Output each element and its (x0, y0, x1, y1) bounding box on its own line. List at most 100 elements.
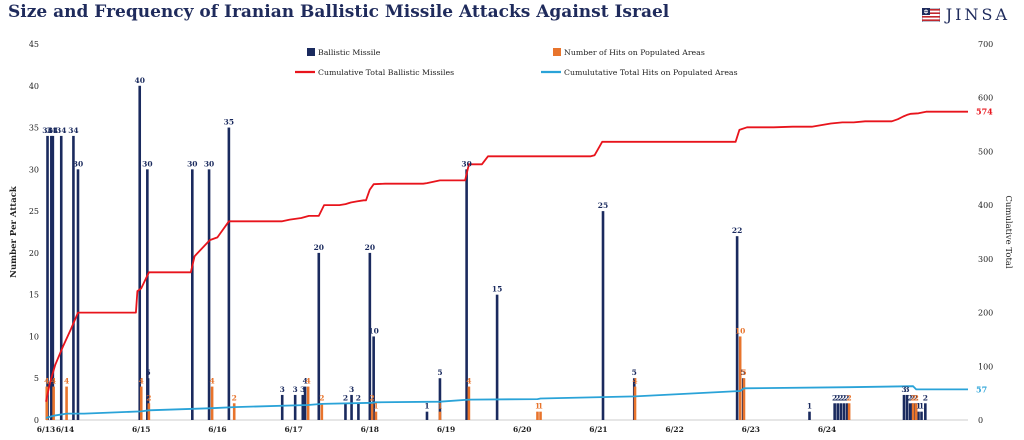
missile-bar (372, 336, 375, 420)
y2-tick-label: 600 (978, 94, 993, 103)
y2-tick-label: 100 (978, 362, 993, 371)
missile-bar-label: 1 (424, 402, 429, 411)
hits-bar (914, 403, 918, 420)
hits-bar (370, 403, 374, 420)
missile-bar (495, 294, 499, 420)
missile-bar-label: 30 (73, 159, 83, 168)
missile-bar-label: 3 (349, 385, 354, 394)
missile-bar-label: 3 (300, 385, 305, 394)
missile-bar (908, 403, 912, 420)
chart-legend: Ballistic Missile Number of Hits on Popul… (295, 48, 738, 77)
hits-bar-label: 10 (735, 326, 745, 335)
missile-bar (905, 394, 909, 420)
y2-tick-label: 700 (978, 40, 993, 49)
hits-bar-label: 4 (632, 377, 637, 386)
missile-bar-label: 3 (293, 385, 298, 394)
missile-bar-label: 5 (741, 368, 746, 377)
missile-bar (280, 394, 284, 420)
missile-bar (902, 394, 906, 420)
hits-bar (742, 378, 746, 420)
cumulative-missiles-line (45, 110, 968, 402)
hits-bar-label: 2 (232, 393, 237, 402)
missile-bar (146, 378, 150, 420)
missile-bar-label: 5 (437, 368, 442, 377)
missile-bar (293, 394, 297, 420)
x-tick-label: 6/23 (742, 425, 760, 434)
bar-series (45, 85, 927, 421)
missile-bar-label: 1 (807, 402, 812, 411)
missile-bar-label: 34 (68, 126, 78, 135)
missile-bar-label: 2 (910, 393, 915, 402)
missile-bar-label: 34 (56, 126, 66, 135)
missile-bar-label: 3 (904, 385, 909, 394)
missile-bar (344, 403, 347, 420)
y-tick-label: 15 (29, 291, 39, 300)
missile-bar-label: 10 (368, 326, 378, 335)
y-tick-label: 10 (29, 332, 39, 341)
hits-bar (52, 386, 55, 420)
missile-bar (842, 403, 846, 420)
x-tick-label: 6/24 (818, 425, 836, 434)
x-tick-label: 6/19 (437, 425, 455, 434)
missile-bar-label: 20 (314, 243, 324, 252)
missile-bar (425, 411, 429, 420)
brand-name: JINSA (945, 5, 1010, 24)
hits-bar-label: 1 (373, 402, 378, 411)
missile-bar (839, 403, 843, 420)
y-tick-label: 25 (29, 207, 39, 216)
missile-bar-label: 35 (224, 118, 234, 127)
legend-swatch (553, 48, 561, 56)
missile-bar-label: 30 (142, 159, 152, 168)
hits-bar (139, 386, 143, 420)
missile-bar-label: 30 (461, 159, 471, 168)
missile-bar (465, 169, 468, 420)
cumulative-missiles-end-label: 574 (976, 107, 993, 117)
x-tick-label: 6/22 (665, 425, 683, 434)
hits-bar (847, 403, 851, 420)
hits-bar-label: 2 (847, 393, 852, 402)
hits-bar (147, 403, 151, 420)
y-tick-label: 30 (29, 165, 39, 174)
cumulative-hits-line (45, 385, 968, 419)
hits-bar (633, 386, 637, 420)
missile-bar (146, 169, 149, 420)
hits-bar-label: 4 (306, 377, 311, 386)
hits-bar-label: 2 (319, 393, 324, 402)
legend-label: Number of Hits on Populated Areas (564, 48, 705, 57)
x-tick-label: 6/14 (56, 425, 74, 434)
y-tick-label: 20 (29, 249, 39, 258)
hits-bar (65, 386, 68, 420)
hits-bar-label: 4 (51, 377, 56, 386)
missile-bar-label: 2 (356, 393, 361, 402)
missile-bar-label: 2 (838, 393, 843, 402)
missile-bar-label: 20 (365, 243, 375, 252)
missile-bar-label: 2 (832, 393, 837, 402)
missile-bar (59, 135, 63, 420)
y-tick-label: 40 (29, 82, 39, 91)
hits-bar-label: 1 (437, 402, 442, 411)
hits-bar-label: 2 (914, 393, 919, 402)
hits-bar-label: 4 (210, 377, 215, 386)
missile-bar-label: 2 (835, 393, 840, 402)
brand-logo: JINSA (921, 5, 1010, 24)
missile-bar (207, 169, 211, 420)
y2-tick-label: 300 (978, 255, 993, 264)
legend-swatch (307, 48, 315, 56)
x-tick-label: 6/21 (589, 425, 607, 434)
hits-bar-label: 5 (741, 368, 746, 377)
hits-bar (320, 403, 324, 420)
y-axis-title: Number Per Attack (9, 185, 19, 278)
missile-bar (735, 236, 739, 420)
x-tick-label: 6/16 (208, 425, 226, 434)
hits-bar-label: 2 (370, 393, 375, 402)
missile-bar-label: 2 (907, 393, 912, 402)
missile-bar-label: 2 (844, 393, 849, 402)
missile-bar (50, 135, 53, 420)
y2-tick-label: 400 (978, 201, 993, 210)
missile-bar-label: 34 (48, 126, 58, 135)
chart-title: Size and Frequency of Iranian Ballistic … (8, 2, 670, 22)
missile-bar-label: 2 (841, 393, 846, 402)
missile-bar-label: 34 (42, 126, 52, 135)
missile-bar (76, 169, 80, 420)
